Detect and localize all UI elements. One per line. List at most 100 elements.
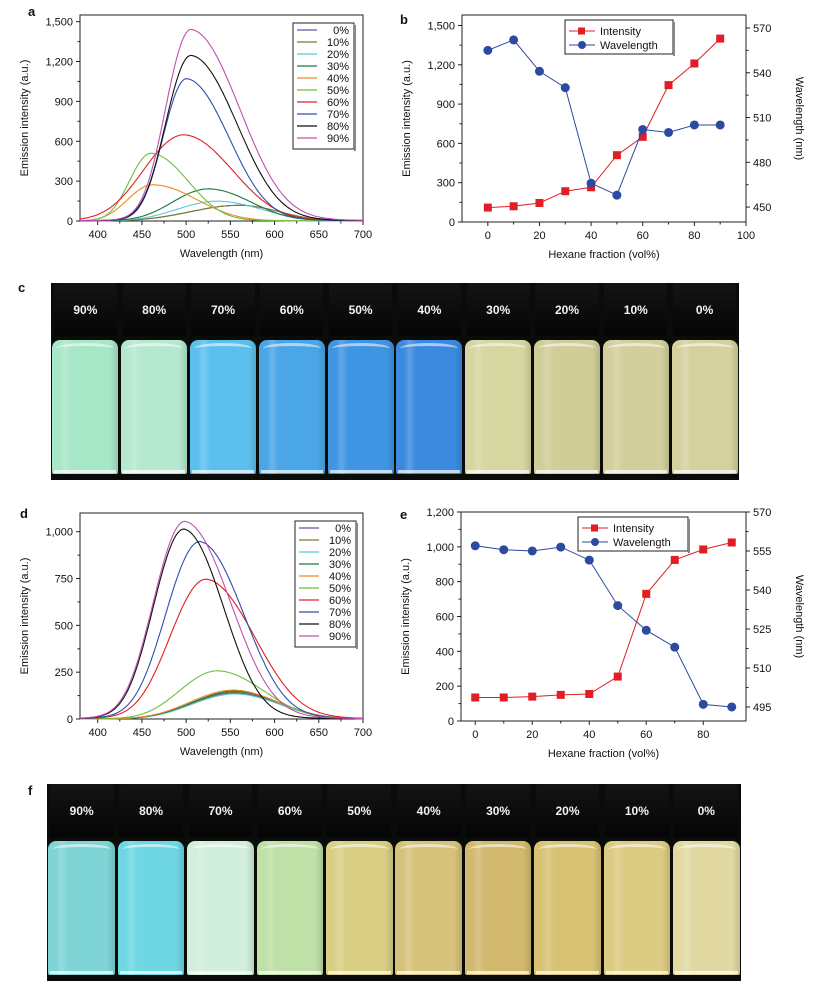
legend-marker-circle [578, 41, 586, 49]
intensity-point [499, 693, 508, 702]
vial-liquid [189, 340, 257, 475]
y-tick-label: 600 [55, 136, 73, 148]
vial-liquid [464, 841, 532, 976]
vial: 10% [601, 283, 670, 480]
wavelength-point [664, 127, 674, 137]
intensity-point [556, 690, 565, 699]
vial-cap: 90% [49, 784, 114, 838]
x-tick-label: 20 [533, 230, 545, 242]
legend-label: 80% [329, 619, 351, 631]
intensity-point [716, 34, 725, 43]
vial: 30% [464, 283, 533, 480]
vial-label: 0% [697, 804, 715, 819]
x-tick-label: 400 [89, 229, 107, 241]
y2-tick-label: 555 [753, 546, 771, 558]
intensity-point [690, 59, 699, 68]
x-tick-label: 500 [177, 727, 195, 739]
vial-label: 10% [624, 804, 649, 819]
vial-liquid [603, 841, 671, 976]
legend-marker-square [591, 524, 598, 532]
y2-tick-label: 450 [753, 202, 771, 214]
y-tick-label: 250 [55, 667, 73, 679]
series-line-90pct [79, 520, 363, 719]
vial-label: 20% [555, 804, 580, 819]
series-line-60pct [79, 578, 364, 720]
vial-liquid [465, 340, 532, 475]
x-tick-label: 20 [526, 729, 538, 741]
legend-label: 40% [329, 571, 351, 583]
photo-f-vials: 90% 80% 70% 60% 50% 40% 30% 20% 10% 0% [47, 784, 741, 981]
x-tick-label: 40 [585, 230, 597, 242]
legend-label: 70% [329, 607, 351, 619]
wavelength-point [509, 35, 519, 45]
vial-cap: 0% [674, 784, 739, 838]
wavelength-point [613, 601, 623, 611]
legend-label: 20% [329, 547, 351, 559]
legend-label: 30% [329, 559, 351, 571]
vial-cap: 20% [535, 784, 600, 838]
x-axis-label: Wavelength (nm) [180, 248, 263, 260]
series-line-wavelength [475, 545, 732, 708]
vial-cap: 10% [604, 283, 668, 337]
x-axis-label: Hexane fraction (vol%) [548, 249, 659, 261]
wavelength-point [638, 124, 648, 134]
y-tick-label: 500 [55, 620, 73, 632]
series-line-50pct [79, 152, 363, 222]
wavelength-point [641, 625, 651, 635]
series-line-10pct [80, 691, 363, 720]
legend-label: Intensity [600, 26, 641, 38]
x-tick-label: 60 [637, 230, 649, 242]
vial-liquid [117, 841, 185, 976]
vial-label: 10% [623, 303, 648, 318]
vial: 70% [189, 283, 258, 480]
panel-label-b: b [400, 12, 408, 27]
wavelength-point [715, 120, 725, 130]
legend-label: 70% [327, 109, 349, 121]
y-axis-label: Emission intensity (a.u.) [400, 558, 412, 675]
vial: 10% [602, 784, 671, 981]
wavelength-point [727, 702, 737, 712]
y-axis-label: Emission intensity (a.u.) [19, 558, 31, 675]
vial-liquid [121, 340, 188, 475]
intensity-point [699, 545, 708, 554]
intensity-point [664, 81, 673, 90]
y-tick-label: 0 [448, 716, 454, 728]
vial-liquid [534, 841, 601, 976]
vial-liquid [325, 841, 393, 976]
chart-d-emission-spectra: 400 450 500 550 600 650 700 0 250 500 750 1,000 Wave… [19, 512, 372, 758]
vial: 20% [533, 283, 602, 480]
wavelength-point [586, 178, 596, 188]
y-axis-label: Emission intensity (a.u.) [19, 60, 31, 177]
intensity-point [670, 555, 679, 564]
x-tick-label: 40 [583, 729, 595, 741]
vial: 30% [463, 784, 532, 981]
x-tick-label: 550 [221, 727, 239, 739]
intensity-point [528, 692, 537, 701]
vial: 80% [120, 283, 189, 480]
vial-cap: 30% [466, 283, 530, 337]
intensity-point [642, 589, 651, 598]
vial-liquid [52, 340, 119, 475]
intensity-point [535, 199, 544, 208]
vial-label: 90% [69, 804, 94, 819]
vial: 60% [257, 283, 326, 480]
panel-label-a: a [28, 4, 36, 19]
wavelength-point [534, 66, 544, 76]
legend-label: 30% [327, 61, 349, 73]
x-axis-label: Wavelength (nm) [180, 746, 263, 758]
y-tick-label: 800 [436, 577, 454, 589]
series-line-intensity [475, 542, 732, 698]
legend-label: 10% [327, 37, 349, 49]
y-axis-label: Emission intensity (a.u.) [401, 60, 413, 177]
wavelength-point [612, 190, 622, 200]
x-tick-label: 0 [472, 729, 478, 741]
vial: 60% [255, 784, 324, 981]
y-tick-label: 1,500 [45, 17, 73, 29]
vial-liquid [396, 340, 463, 475]
vial: 40% [395, 283, 464, 480]
x-tick-label: 500 [177, 229, 195, 241]
vial-cap: 0% [672, 283, 737, 337]
vial-label: 70% [210, 303, 235, 318]
vial-cap: 40% [397, 283, 462, 337]
vial-cap: 50% [328, 283, 393, 337]
